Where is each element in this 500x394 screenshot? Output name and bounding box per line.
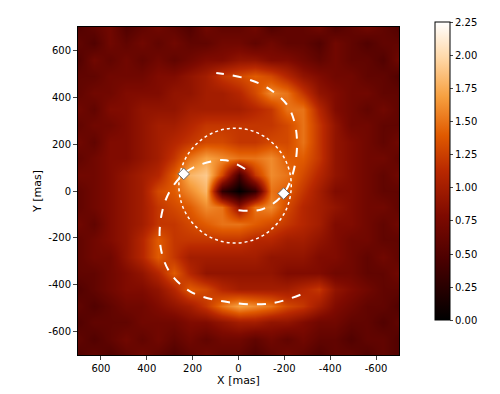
svg-text:1.25: 1.25 bbox=[455, 149, 477, 160]
svg-text:-200: -200 bbox=[273, 363, 296, 374]
svg-text:0: 0 bbox=[235, 363, 241, 374]
svg-text:1.50: 1.50 bbox=[455, 116, 477, 127]
svg-text:1.75: 1.75 bbox=[455, 83, 477, 94]
svg-text:-400: -400 bbox=[48, 279, 71, 290]
svg-text:-200: -200 bbox=[48, 232, 71, 243]
svg-text:400: 400 bbox=[137, 363, 156, 374]
svg-text:0.50: 0.50 bbox=[455, 249, 477, 260]
svg-text:2.25: 2.25 bbox=[455, 17, 477, 28]
svg-text:0.00: 0.00 bbox=[455, 315, 477, 326]
svg-text:Y [mas]: Y [mas] bbox=[31, 170, 44, 213]
svg-text:-400: -400 bbox=[319, 363, 342, 374]
svg-text:0.75: 0.75 bbox=[455, 215, 477, 226]
svg-text:0.25: 0.25 bbox=[455, 282, 477, 293]
svg-text:200: 200 bbox=[52, 139, 71, 150]
svg-text:400: 400 bbox=[52, 92, 71, 103]
svg-text:200: 200 bbox=[183, 363, 202, 374]
svg-text:1.00: 1.00 bbox=[455, 182, 477, 193]
svg-text:600: 600 bbox=[91, 363, 110, 374]
svg-text:600: 600 bbox=[52, 45, 71, 56]
svg-text:-600: -600 bbox=[365, 363, 388, 374]
svg-text:X [mas]: X [mas] bbox=[217, 374, 260, 387]
svg-text:-600: -600 bbox=[48, 326, 71, 337]
svg-text:2.00: 2.00 bbox=[455, 50, 477, 61]
svg-text:0: 0 bbox=[65, 186, 71, 197]
